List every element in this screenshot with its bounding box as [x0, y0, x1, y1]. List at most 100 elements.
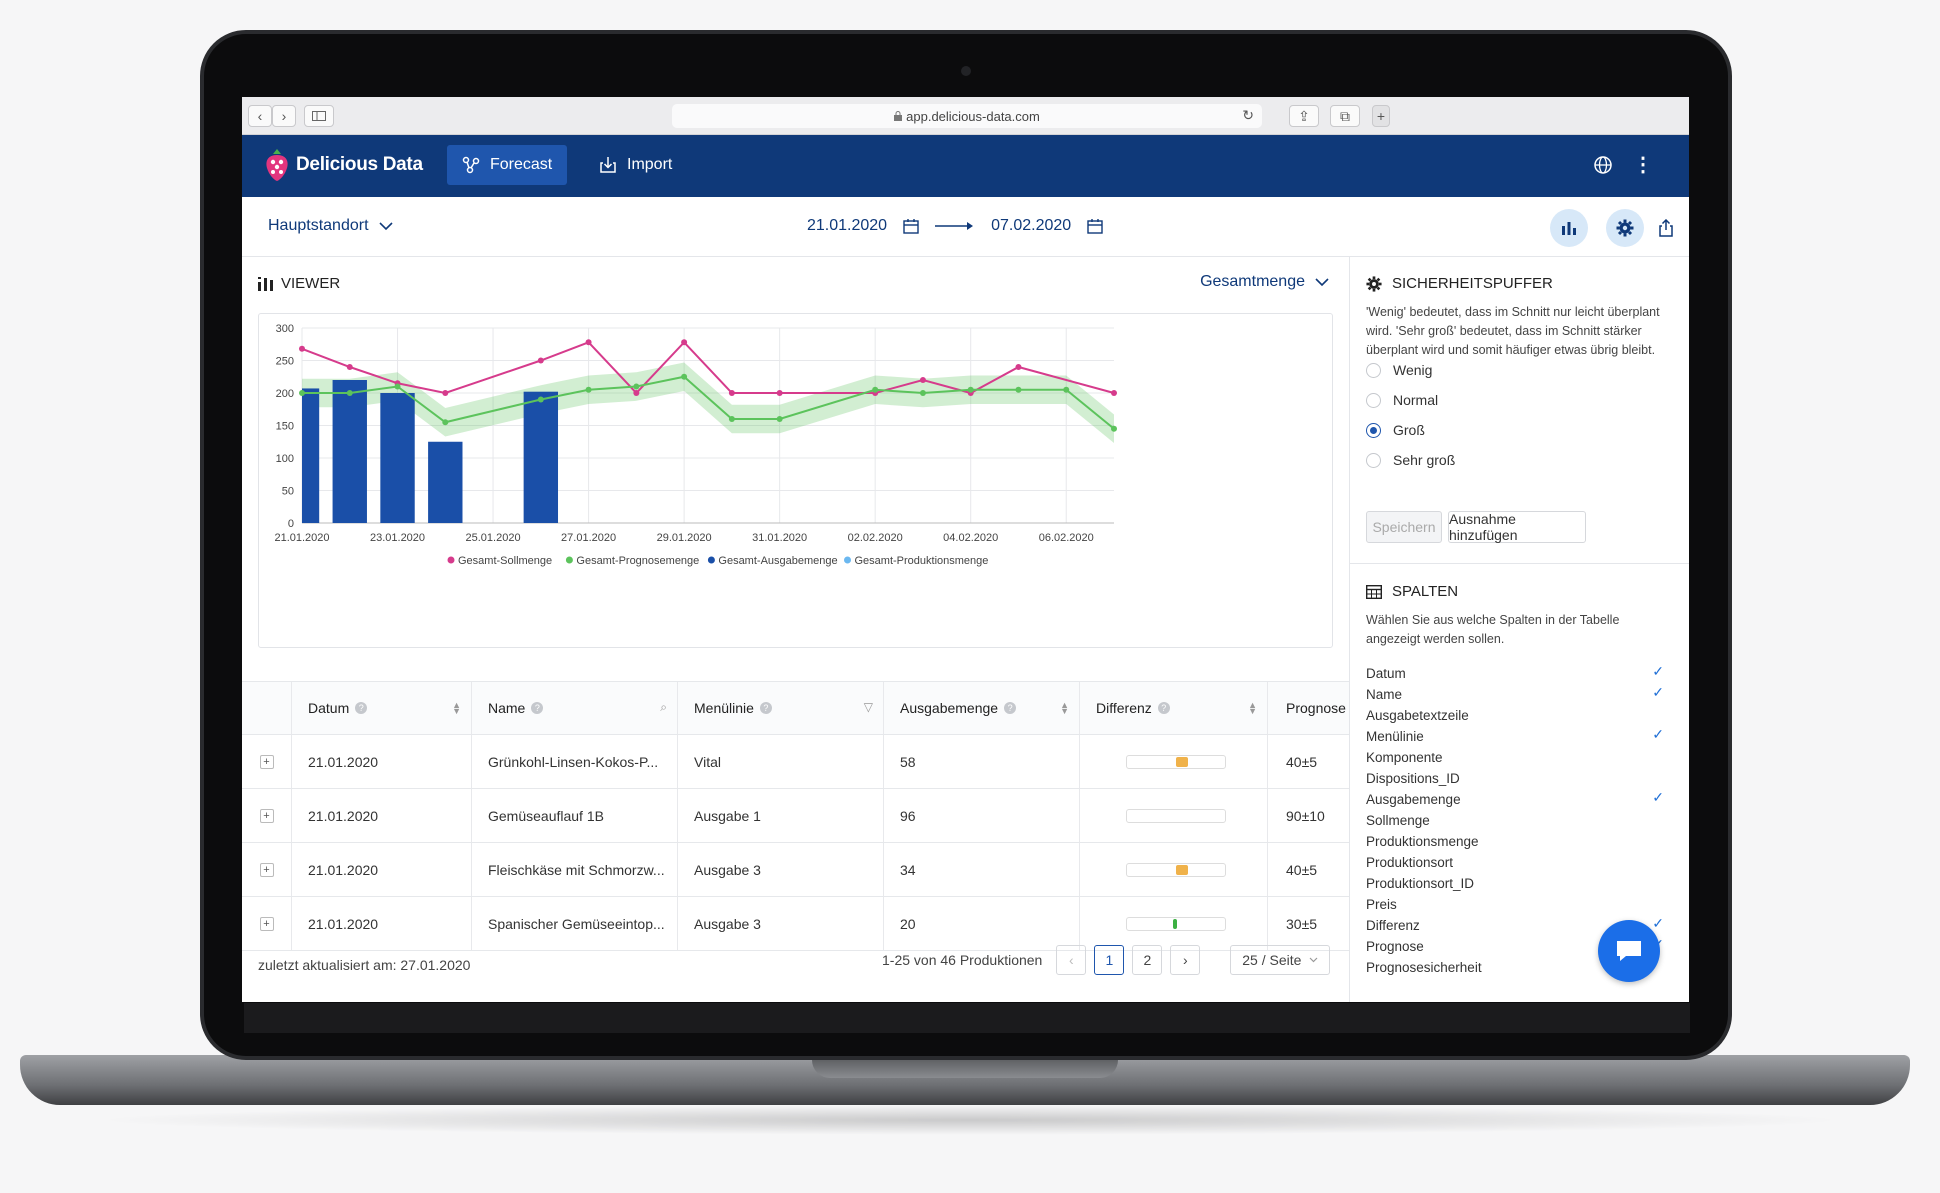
forecast-confidence-band — [302, 362, 1114, 444]
y-tick-label: 250 — [276, 356, 294, 368]
date-to[interactable]: 07.02.2020 — [991, 217, 1072, 234]
column-header-differenz[interactable]: Differenz? ▲ ▼ — [1080, 682, 1268, 734]
more-menu-icon[interactable]: ⋮ — [1633, 154, 1653, 176]
table-row[interactable]: +21.01.2020 Fleischkäse mit Schmorzw... Au… — [242, 843, 1349, 897]
radio-sehr-gross[interactable]: Sehr groß — [1366, 445, 1455, 475]
cell-menuline: Ausgabe 3 — [678, 897, 884, 950]
checkmark-icon: ✓ — [1652, 726, 1664, 742]
nav-import-label: Import — [627, 156, 673, 173]
chart-view-button[interactable] — [1550, 209, 1588, 247]
column-header-ausgabemenge[interactable]: Ausgabemenge? ▲ ▼ — [884, 682, 1080, 734]
radio-normal[interactable]: Normal — [1366, 385, 1455, 415]
location-select[interactable]: Hauptstandort — [268, 217, 393, 235]
tabs-button[interactable]: ⧉ — [1330, 105, 1360, 127]
new-tab-button[interactable]: + — [1372, 105, 1390, 127]
sort-icon[interactable]: ▲ ▼ — [1060, 700, 1069, 716]
column-option[interactable]: Name ✓ — [1366, 684, 1676, 705]
url-text: app.delicious-data.com — [906, 108, 1040, 124]
calendar-icon[interactable] — [1087, 218, 1103, 234]
data-point — [872, 386, 879, 393]
save-button[interactable]: Speichern — [1366, 511, 1442, 543]
column-option[interactable]: Ausgabetextzeile — [1366, 705, 1676, 726]
search-icon[interactable]: ⌕ — [660, 700, 667, 714]
column-option[interactable]: Datum ✓ — [1366, 663, 1676, 684]
expand-row-button[interactable]: + — [259, 754, 274, 769]
column-option[interactable]: Differenz ✓ — [1366, 915, 1676, 936]
export-button[interactable] — [1647, 209, 1685, 247]
reload-icon[interactable]: ↻ — [1242, 107, 1254, 123]
filter-icon[interactable]: ▽ — [863, 700, 873, 714]
prev-page-button[interactable]: ‹ — [1056, 945, 1087, 975]
x-tick-label: 21.01.2020 — [274, 532, 329, 544]
column-option[interactable]: Dispositions_ID — [1366, 768, 1676, 789]
data-point — [633, 390, 640, 396]
expand-row-button[interactable]: + — [259, 862, 274, 877]
column-option[interactable]: Prognosesicherheit — [1366, 957, 1676, 978]
difference-marker — [1173, 918, 1177, 929]
url-bar[interactable]: app.delicious-data.com ↻ — [672, 104, 1262, 128]
column-header-label: Name — [488, 700, 526, 716]
page-2-button[interactable]: 2 — [1132, 945, 1163, 975]
column-option[interactable]: Komponente — [1366, 747, 1676, 768]
cell-prognose: 40±5 — [1286, 753, 1318, 770]
help-icon[interactable]: ? — [355, 702, 368, 714]
column-option[interactable]: Preis — [1366, 894, 1676, 915]
column-option[interactable]: Produktionsort — [1366, 852, 1676, 873]
help-icon[interactable]: ? — [1004, 702, 1017, 714]
back-button[interactable]: ‹ — [248, 105, 272, 127]
column-option[interactable]: Produktionsort_ID — [1366, 873, 1676, 894]
chat-icon — [1617, 941, 1641, 961]
data-point — [346, 364, 353, 370]
sort-icon[interactable]: ▲ ▼ — [452, 700, 461, 716]
share-button[interactable]: ⇪ — [1289, 105, 1319, 127]
column-option[interactable]: Produktionsmenge — [1366, 831, 1676, 852]
column-option[interactable]: Menülinie ✓ — [1366, 726, 1676, 747]
next-page-button[interactable]: › — [1170, 945, 1201, 975]
data-point — [1015, 364, 1022, 370]
help-icon[interactable]: ? — [1157, 702, 1170, 714]
difference-bar — [1126, 916, 1226, 931]
table-row[interactable]: +21.01.2020 Grünkohl-Linsen-Kokos-P... Vit… — [242, 735, 1349, 789]
add-exception-button[interactable]: Ausnahme hinzufügen — [1448, 511, 1586, 543]
expand-row-button[interactable]: + — [259, 916, 274, 931]
column-option[interactable]: Sollmenge — [1366, 810, 1676, 831]
page-size-select[interactable]: 25 / Seite — [1230, 945, 1331, 975]
cell-difference — [1080, 789, 1268, 842]
settings-button[interactable] — [1606, 209, 1644, 247]
help-icon[interactable]: ? — [759, 702, 772, 714]
column-option-label: Prognose — [1366, 939, 1424, 954]
column-header-datum[interactable]: Datum? ▲ ▼ — [292, 682, 472, 734]
page-1-button[interactable]: 1 — [1094, 945, 1125, 975]
column-option-label: Ausgabetextzeile — [1366, 708, 1469, 723]
table-row[interactable]: +21.01.2020 Spanischer Gemüseeintop... Aus… — [242, 897, 1349, 951]
pagination: 1-25 von 46 Produktionen ‹ 1 2 › 25 / Se… — [882, 945, 1331, 975]
table-row[interactable]: +21.01.2020 Gemüseauflauf 1B Ausgabe 1 96 90… — [242, 789, 1349, 843]
difference-bar — [1126, 862, 1226, 877]
globe-icon[interactable] — [1593, 155, 1613, 175]
radio-gross[interactable]: Groß — [1366, 415, 1455, 445]
column-header-menuelinie[interactable]: Menülinie? ▽ — [678, 682, 884, 734]
column-option[interactable]: Ausgabemenge ✓ — [1366, 789, 1676, 810]
nav-import[interactable]: Import — [584, 145, 687, 185]
cell-difference — [1080, 843, 1268, 896]
calendar-icon[interactable] — [903, 218, 919, 234]
column-header-prognose[interactable]: Prognose — [1268, 682, 1358, 734]
brand-logo[interactable]: Delicious Data — [264, 148, 423, 182]
sidebar-toggle-button[interactable] — [304, 105, 334, 127]
y-tick-label: 100 — [276, 453, 294, 465]
date-from[interactable]: 21.01.2020 — [807, 217, 888, 234]
data-point — [585, 339, 592, 346]
nav-forecast[interactable]: Forecast — [447, 145, 568, 185]
sort-icon[interactable]: ▲ ▼ — [1248, 700, 1257, 716]
metric-select[interactable]: Gesamtmenge — [1200, 273, 1329, 291]
radio-wenig[interactable]: Wenig — [1366, 355, 1455, 385]
x-tick-label: 31.01.2020 — [752, 532, 807, 544]
column-header-name[interactable]: Name? ⌕ — [472, 682, 678, 734]
chat-button[interactable] — [1598, 920, 1660, 982]
help-icon[interactable]: ? — [531, 702, 544, 714]
divider — [1350, 563, 1689, 564]
expand-row-button[interactable]: + — [259, 808, 274, 823]
checkmark-icon: ✓ — [1652, 789, 1664, 805]
forward-button[interactable]: › — [272, 105, 296, 127]
